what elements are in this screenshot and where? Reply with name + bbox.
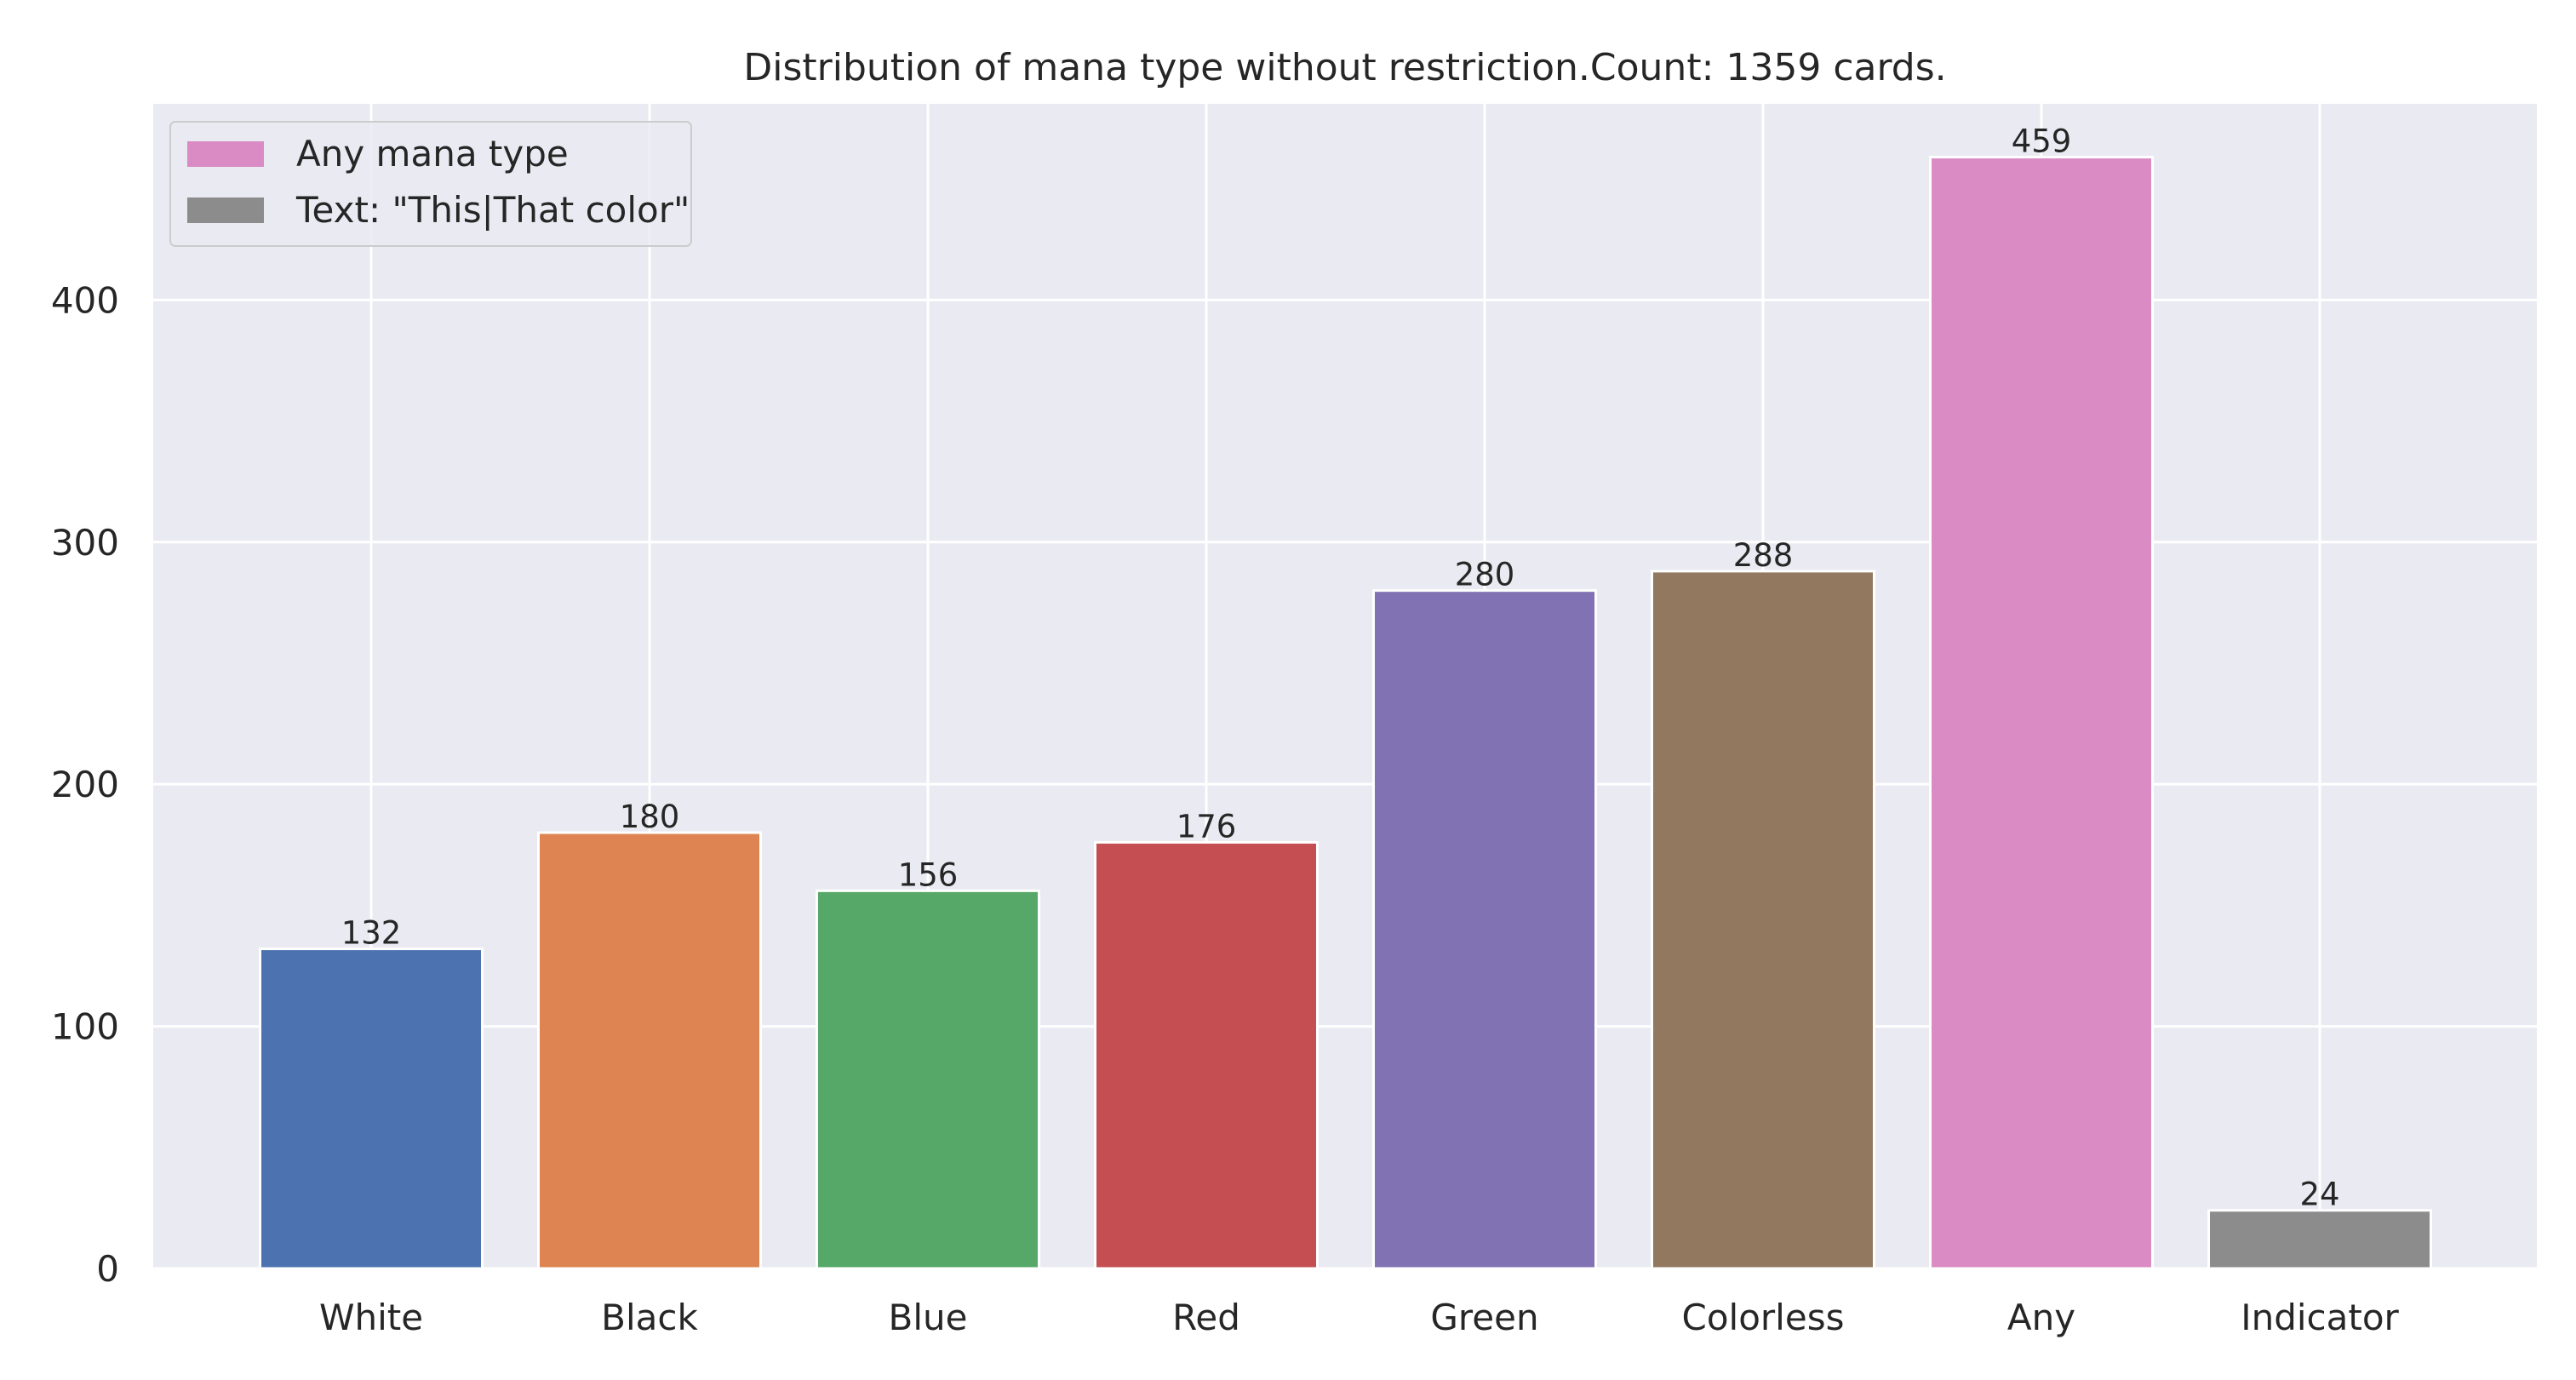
bar-value-label-indicator: 24: [2299, 1177, 2339, 1213]
bar-value-label-green: 280: [1455, 557, 1515, 593]
y-axis-tick-labels: 0 100 200 300 400: [51, 279, 119, 1290]
legend-swatch-indicator: [187, 198, 264, 223]
x-tick-label-red: Red: [1172, 1297, 1240, 1338]
plot-area: [153, 104, 2537, 1268]
bar-black: [537, 831, 762, 1270]
legend-label-any: Any mana type: [296, 133, 569, 175]
x-tick-label-white: White: [319, 1297, 423, 1338]
legend-swatch-any: [187, 141, 264, 167]
x-tick-label-green: Green: [1430, 1297, 1538, 1338]
x-tick-label-indicator: Indicator: [2241, 1297, 2399, 1338]
bar-green: [1372, 589, 1597, 1270]
legend-label-indicator: Text: "This|That color": [295, 189, 690, 231]
bar-value-label-red: 176: [1176, 808, 1237, 845]
bar-red: [1094, 840, 1319, 1270]
bar-any: [1929, 156, 2154, 1270]
bar-value-label-colorless: 288: [1733, 537, 1794, 574]
y-tick-label: 400: [51, 279, 119, 321]
bar-colorless: [1651, 570, 1875, 1270]
bars: [259, 156, 2432, 1270]
x-tick-label-any: Any: [2007, 1297, 2075, 1338]
x-tick-label-black: Black: [601, 1297, 698, 1338]
legend: Any mana type Text: "This|That color": [169, 121, 692, 247]
x-axis-tick-labels: White Black Blue Red Green Colorless Any Indica…: [319, 1297, 2400, 1338]
y-tick-label: 300: [51, 522, 119, 564]
x-tick-label-colorless: Colorless: [1682, 1297, 1845, 1338]
y-tick-label: 0: [96, 1248, 119, 1290]
bar-blue: [816, 889, 1040, 1270]
bar-value-label-any: 459: [2012, 123, 2072, 160]
chart-title: Distribution of mana type without restri…: [743, 46, 1946, 89]
y-tick-label: 100: [51, 1006, 119, 1048]
bar-value-labels: 132 180 156 176 280 288 459 24: [341, 123, 2340, 1213]
bar-white: [259, 948, 484, 1270]
legend-box: [169, 121, 692, 247]
bar-indicator: [2207, 1209, 2432, 1270]
bar-value-label-blue: 156: [898, 856, 959, 893]
bar-value-label-white: 132: [341, 915, 402, 952]
y-tick-label: 200: [51, 764, 119, 805]
x-tick-label-blue: Blue: [889, 1297, 968, 1338]
bar-value-label-black: 180: [620, 799, 680, 835]
